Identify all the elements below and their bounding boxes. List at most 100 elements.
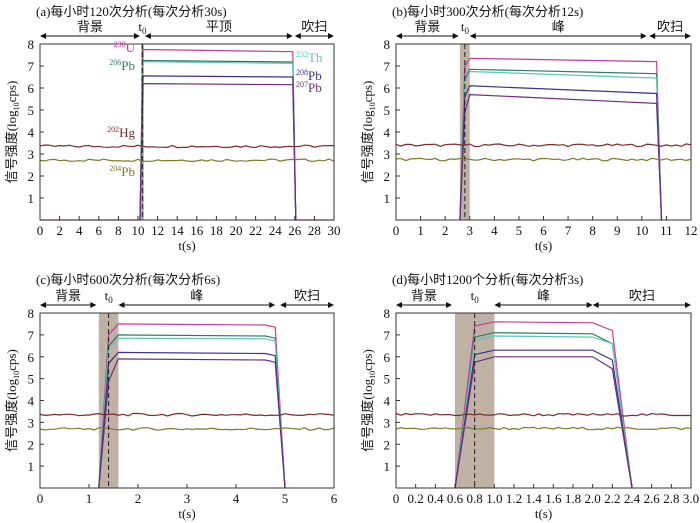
y-tick-label: 3	[384, 147, 391, 162]
x-tick-label: 12	[151, 223, 164, 238]
x-tick-label: 9	[614, 223, 621, 238]
series-line-207Pb	[139, 82, 297, 221]
y-tick-label: 2	[28, 169, 35, 184]
y-tick-label: 7	[384, 59, 391, 74]
arrowhead-icon	[280, 302, 334, 308]
series-line-208Pb	[98, 351, 286, 489]
series-line-232Th	[454, 335, 633, 489]
series-line-232Th	[459, 70, 663, 221]
y-tick-label: 1	[384, 459, 391, 474]
x-tick-label: 2.8	[663, 491, 679, 506]
region-label: 背景	[411, 288, 437, 303]
x-tick-label: 16	[190, 223, 204, 238]
x-tick-label: 4	[491, 223, 498, 238]
isotope-label: 208Pb	[296, 68, 322, 83]
x-tick-label: 2.4	[624, 491, 641, 506]
x-tick-label: 1.6	[545, 491, 562, 506]
series-line-208Pb	[454, 349, 633, 489]
region-label: 吹扫	[301, 19, 327, 34]
x-axis-label: t(s)	[178, 238, 195, 253]
x-tick-label: 7	[565, 223, 572, 238]
y-tick-label: 6	[384, 81, 391, 96]
series-line-238U	[459, 57, 663, 221]
series-line-204Pb	[39, 427, 335, 431]
x-tick-label: 10	[132, 223, 145, 238]
region-label: 平顶	[206, 19, 232, 34]
y-tick-label: 8	[28, 37, 35, 52]
region-label: 吹扫	[294, 288, 320, 303]
series-line-202Hg	[395, 143, 692, 148]
x-tick-label: 11	[660, 223, 673, 238]
y-tick-label: 7	[384, 328, 391, 343]
region-label: 吹扫	[629, 288, 655, 303]
y-tick-label: 2	[28, 437, 35, 452]
x-tick-label: 0.2	[408, 491, 424, 506]
x-tick-label: 6	[540, 223, 547, 238]
arrowhead-icon	[396, 302, 453, 308]
isotope-label: 204Pb	[109, 164, 135, 179]
y-tick-label: 7	[28, 328, 35, 343]
y-tick-label: 3	[28, 415, 35, 430]
region-label: 峰	[552, 19, 565, 34]
x-tick-label: 26	[288, 223, 302, 238]
region-label: 峰	[190, 288, 203, 303]
x-tick-label: 4	[233, 491, 240, 506]
t0-label: t0	[461, 19, 470, 36]
y-tick-label: 2	[384, 169, 391, 184]
isotope-label: 232Th	[296, 50, 323, 65]
x-axis-label: t(s)	[535, 506, 552, 521]
y-tick-label: 6	[384, 350, 391, 365]
x-tick-label: 0	[393, 491, 400, 506]
x-axis-label: t(s)	[535, 238, 552, 253]
x-tick-label: 5	[282, 491, 289, 506]
x-tick-label: 28	[308, 223, 321, 238]
x-tick-label: 6	[331, 491, 338, 506]
y-tick-label: 6	[28, 81, 35, 96]
region-label: 背景	[77, 19, 103, 34]
x-tick-label: 0.8	[467, 491, 483, 506]
y-tick-label: 8	[384, 306, 391, 321]
region-label: 背景	[55, 288, 81, 303]
isotope-label: 206Pb	[109, 58, 135, 73]
x-tick-label: 2.2	[604, 491, 620, 506]
y-tick-label: 5	[28, 372, 35, 387]
plot-frame	[39, 43, 335, 221]
series-line-208Pb	[459, 85, 663, 221]
region-label: 峰	[537, 288, 550, 303]
x-tick-label: 0.4	[427, 491, 444, 506]
y-tick-label: 8	[384, 37, 391, 52]
x-tick-label: 20	[230, 223, 243, 238]
y-tick-label: 4	[28, 394, 35, 409]
x-tick-label: 3	[467, 223, 474, 238]
region-label: 吹扫	[657, 19, 683, 34]
y-axis-label: 信号强度(log10cps)	[360, 81, 377, 184]
series-line-238U	[40, 48, 334, 221]
x-tick-label: 1.2	[506, 491, 522, 506]
y-tick-label: 1	[28, 459, 35, 474]
series-line-202Hg	[395, 412, 692, 417]
series-line-206Pb	[98, 334, 286, 489]
x-tick-label: 4	[76, 223, 83, 238]
y-tick-label: 8	[28, 306, 35, 321]
x-tick-label: 0.6	[447, 491, 464, 506]
series-line-232Th	[98, 337, 286, 489]
y-axis-label: 信号强度(log10cps)	[4, 349, 21, 452]
isotope-label: 238U	[114, 40, 136, 55]
y-tick-label: 5	[28, 103, 35, 118]
x-tick-label: 18	[210, 223, 223, 238]
t0-label: t0	[138, 19, 147, 36]
series-line-207Pb	[98, 358, 286, 489]
series-line-204Pb	[39, 158, 335, 163]
panel-title: (d)每小时1200个分析(每次分析3s)	[392, 272, 583, 287]
x-tick-label: 1	[417, 223, 424, 238]
panel-title: (a)每小时120次分析(每次分析30s)	[36, 4, 227, 19]
y-axis-label: 信号强度(log10cps)	[4, 81, 21, 184]
y-tick-label: 4	[384, 125, 391, 140]
transient-shade	[98, 313, 119, 488]
x-tick-label: 2	[442, 223, 449, 238]
plot-frame	[395, 43, 692, 221]
x-tick-label: 1.8	[565, 491, 581, 506]
